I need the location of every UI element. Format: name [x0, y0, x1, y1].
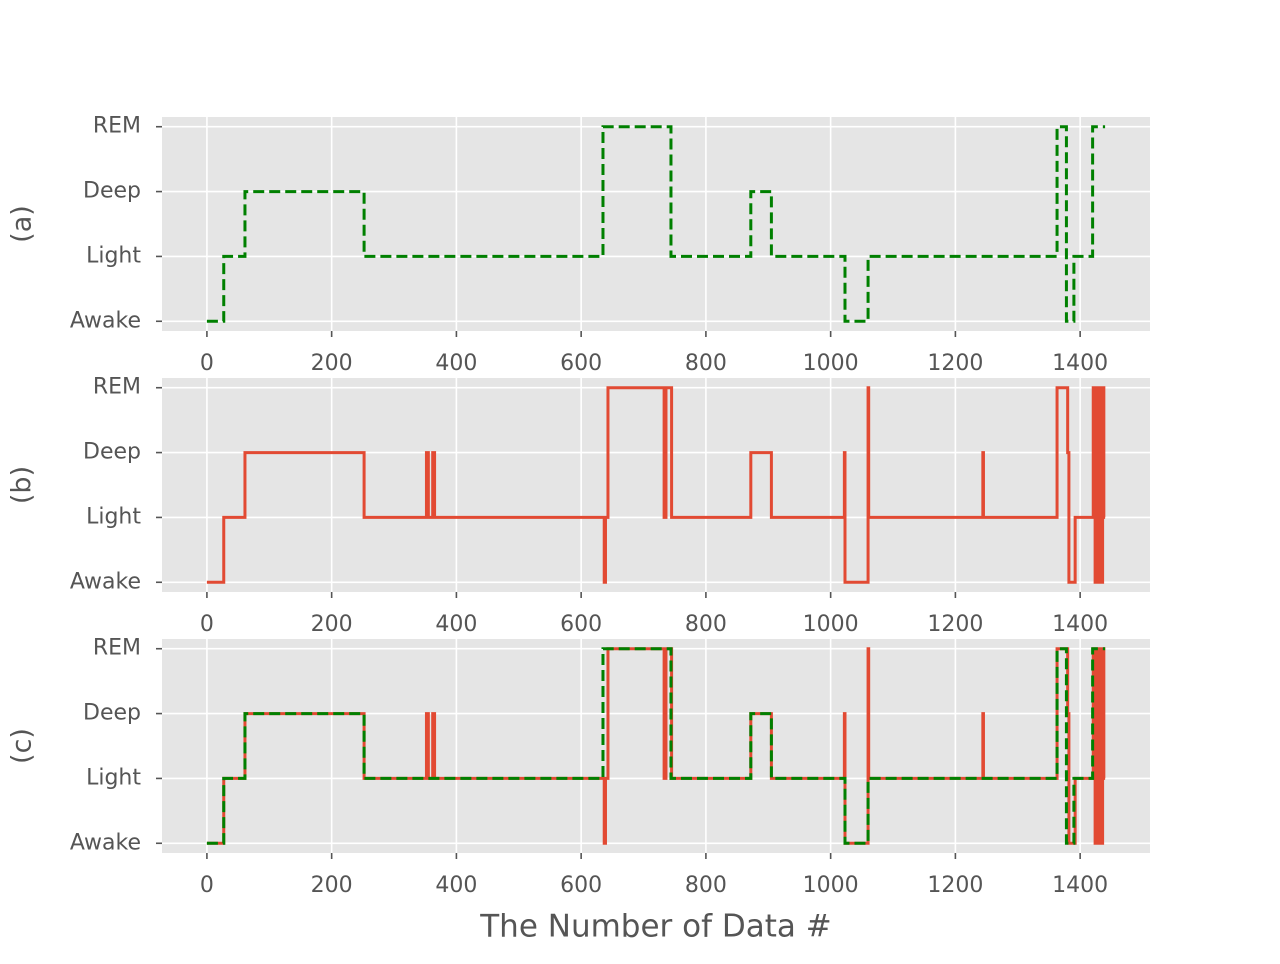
y-tick-label: Deep: [83, 440, 141, 465]
plot-area: [162, 378, 1150, 592]
x-tick-label: 600: [560, 612, 602, 637]
x-tick-label: 1000: [803, 873, 859, 898]
x-tick-label: 1000: [803, 351, 859, 376]
series-line: [206, 647, 1106, 845]
y-tick-label: Deep: [83, 179, 141, 204]
x-tick-label: 1400: [1052, 873, 1108, 898]
x-tick-label: 1400: [1052, 612, 1108, 637]
x-tick-label: 200: [311, 873, 353, 898]
x-tick-label: 0: [200, 351, 214, 376]
x-axis-label: The Number of Data #: [479, 909, 831, 945]
x-tick-label: 600: [560, 351, 602, 376]
x-tick-label: 800: [685, 612, 727, 637]
plot-area: [162, 639, 1150, 853]
x-tick-label: 0: [200, 612, 214, 637]
x-tick-label: 1000: [803, 612, 859, 637]
y-tick-label: Light: [86, 243, 141, 268]
y-tick-label: Awake: [70, 308, 141, 333]
y-tick-label: Light: [86, 504, 141, 529]
x-tick-label: 1200: [927, 612, 983, 637]
y-tick-label: Awake: [70, 569, 141, 594]
y-axis-label: (c): [7, 728, 38, 764]
y-tick-label: REM: [93, 636, 141, 661]
x-tick-label: 0: [200, 873, 214, 898]
x-tick-label: 1200: [927, 873, 983, 898]
plot-area: [162, 117, 1150, 331]
x-tick-label: 800: [685, 873, 727, 898]
x-tick-label: 200: [311, 612, 353, 637]
x-tick-label: 400: [435, 351, 477, 376]
x-tick-label: 1400: [1052, 351, 1108, 376]
series-line: [206, 125, 1106, 323]
y-axis-label: (a): [7, 205, 38, 243]
y-tick-label: REM: [93, 114, 141, 139]
x-tick-label: 600: [560, 873, 602, 898]
x-tick-label: 400: [435, 873, 477, 898]
y-tick-label: Deep: [83, 701, 141, 726]
x-tick-label: 400: [435, 612, 477, 637]
x-tick-label: 800: [685, 351, 727, 376]
x-tick-label: 200: [311, 351, 353, 376]
x-tick-label: 1200: [927, 351, 983, 376]
series-line: [206, 386, 1106, 584]
y-tick-label: REM: [93, 375, 141, 400]
y-axis-label: (b): [7, 466, 38, 504]
y-tick-label: Awake: [70, 830, 141, 855]
y-tick-label: Light: [86, 765, 141, 790]
